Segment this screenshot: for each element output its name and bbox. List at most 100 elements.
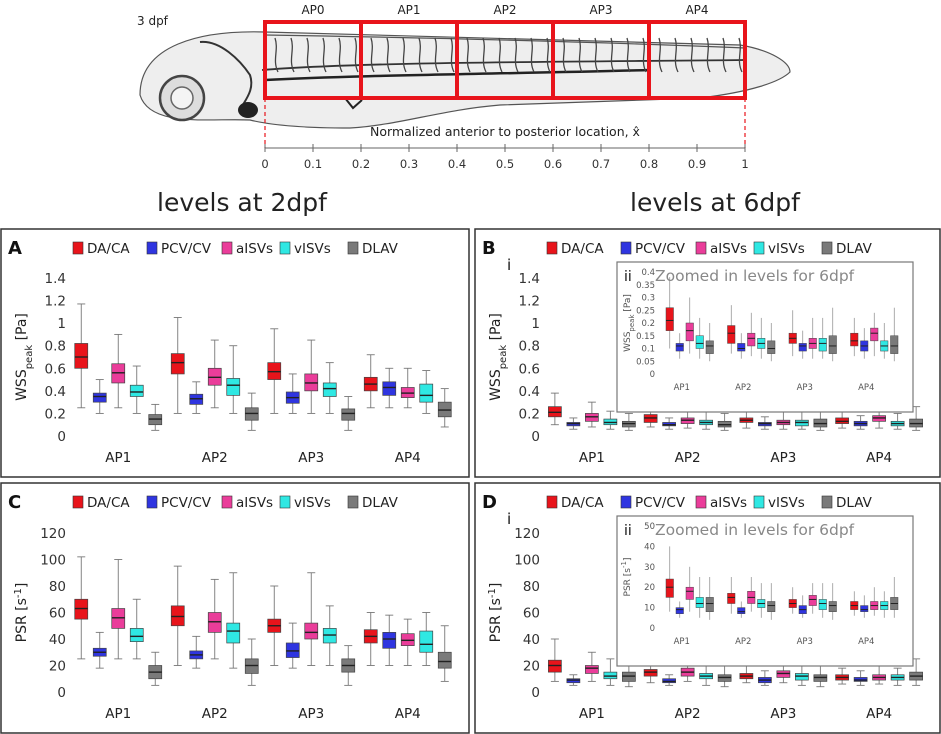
inset-box	[727, 325, 736, 344]
y-tick-label: 120	[514, 526, 540, 542]
panel-frame	[0, 228, 470, 478]
y-tick-label: 1.2	[45, 294, 66, 310]
inset-box	[828, 601, 837, 612]
inset-y-tick-label: 0	[650, 370, 655, 380]
legend-label: aISVs	[710, 495, 747, 511]
isv-vessel	[530, 37, 535, 73]
isv-vessel	[386, 37, 391, 73]
y-tick-label: 0.6	[519, 361, 540, 377]
inset-box	[860, 605, 869, 612]
x-category-label: AP3	[770, 450, 796, 466]
y-tick-label: 20	[49, 659, 66, 675]
isv-vessel	[274, 37, 279, 73]
y-axis-label-part: [Pa]	[488, 313, 504, 345]
inset-title: Zoomed in levels for 6dpf	[655, 521, 855, 539]
legend-swatch	[620, 495, 632, 509]
isv-vessel	[562, 37, 567, 73]
legend-label: PCV/CV	[635, 241, 686, 257]
x-category-label: AP3	[298, 450, 324, 466]
inset-y-axis-label-part: peak	[628, 314, 636, 332]
inset-box	[870, 327, 879, 342]
inset-box	[685, 586, 694, 600]
legend-swatch	[347, 495, 359, 509]
inset-box	[665, 578, 674, 598]
ap-segment-labels: AP0 AP1 AP2 AP3 AP4	[301, 3, 708, 17]
box	[585, 665, 599, 674]
y-axis-label-part: [Pa]	[14, 313, 30, 345]
inset-y-tick-label: 0.05	[636, 357, 655, 367]
legend-swatch	[221, 495, 233, 509]
legend-label: aISVs	[236, 241, 273, 257]
legend-swatch	[695, 241, 707, 255]
legend-swatch	[221, 241, 233, 255]
intersegmental-vessels	[274, 37, 743, 73]
inset-y-tick-label: 0.4	[641, 268, 655, 278]
legend-label: DLAV	[362, 495, 399, 511]
inset-x-category-label: AP3	[797, 637, 813, 647]
axis-tick-label: 0.6	[544, 157, 562, 171]
y-tick-label: 0.2	[45, 406, 66, 422]
isv-vessel	[370, 37, 375, 73]
legend-label: DA/CA	[561, 495, 604, 511]
isv-vessel	[610, 37, 615, 73]
axis-tick-label: 0.8	[640, 157, 658, 171]
x-category-label: AP2	[202, 706, 228, 722]
inset-box	[747, 332, 756, 347]
isv-vessel	[498, 37, 503, 73]
y-axis-label: PSR [s-1]	[487, 583, 505, 643]
y-tick-label: 0.6	[45, 361, 66, 377]
x-category-label: AP2	[675, 706, 701, 722]
inset-x-category-label: AP3	[797, 383, 813, 393]
inset-box	[737, 343, 746, 352]
segment-label: AP3	[589, 3, 612, 17]
inset-y-axis-label-part: WSS	[623, 331, 633, 352]
isv-vessel	[290, 37, 295, 73]
isv-vessel	[546, 37, 551, 73]
zoom-inset: ii Zoomed in levels for 6dpf 0 0.05 0.1 0.15 0…	[616, 261, 914, 413]
y-axis-label: PSR [s-1]	[13, 583, 31, 643]
y-axis-label-part: -1	[13, 588, 24, 598]
axis-tick-label: 1	[741, 157, 748, 171]
panel-sub-label: i	[507, 256, 511, 274]
legend-swatch	[821, 241, 833, 255]
box	[382, 381, 397, 396]
legend-swatch	[546, 241, 558, 255]
y-tick-label: 0.4	[519, 384, 540, 400]
y-axis-label-part: peak	[24, 345, 35, 370]
inset-x-category-label: AP4	[858, 637, 874, 647]
legend-label: DA/CA	[87, 241, 130, 257]
x-category-label: AP4	[866, 450, 892, 466]
y-axis-label-part: WSS	[14, 369, 30, 401]
isv-vessel	[514, 37, 519, 73]
y-tick-label: 60	[49, 606, 66, 622]
inset-box	[767, 340, 776, 354]
legend-swatch	[279, 241, 291, 255]
legend-label: PCV/CV	[161, 241, 212, 257]
legend-swatch	[821, 495, 833, 509]
legend-swatch	[620, 241, 632, 255]
y-axis-label-part: PSR [s	[488, 598, 504, 642]
legend-label: vISVs	[768, 495, 805, 511]
inset-y-tick-label: 0.25	[636, 306, 655, 316]
inset-box	[737, 607, 746, 614]
isv-vessel	[306, 37, 311, 73]
legend-swatch	[72, 241, 84, 255]
panel-label: D	[482, 492, 497, 513]
panel-label: A	[8, 238, 22, 259]
inset-box	[675, 607, 684, 614]
isv-vessel	[578, 37, 583, 73]
y-tick-label: 120	[40, 526, 66, 542]
y-tick-label: 1	[57, 316, 66, 332]
x-category-label: AP2	[202, 450, 228, 466]
box	[419, 383, 434, 403]
x-category-label: AP1	[579, 706, 605, 722]
y-axis-label: WSSpeak [Pa]	[488, 313, 509, 401]
inset-box	[798, 343, 807, 352]
stage-label: 3 dpf	[137, 14, 169, 28]
inset-y-axis-label-part: -1	[620, 561, 628, 568]
box	[226, 378, 241, 396]
inset-box	[685, 322, 694, 342]
y-tick-label: 60	[523, 606, 540, 622]
y-tick-label: 1	[531, 316, 540, 332]
